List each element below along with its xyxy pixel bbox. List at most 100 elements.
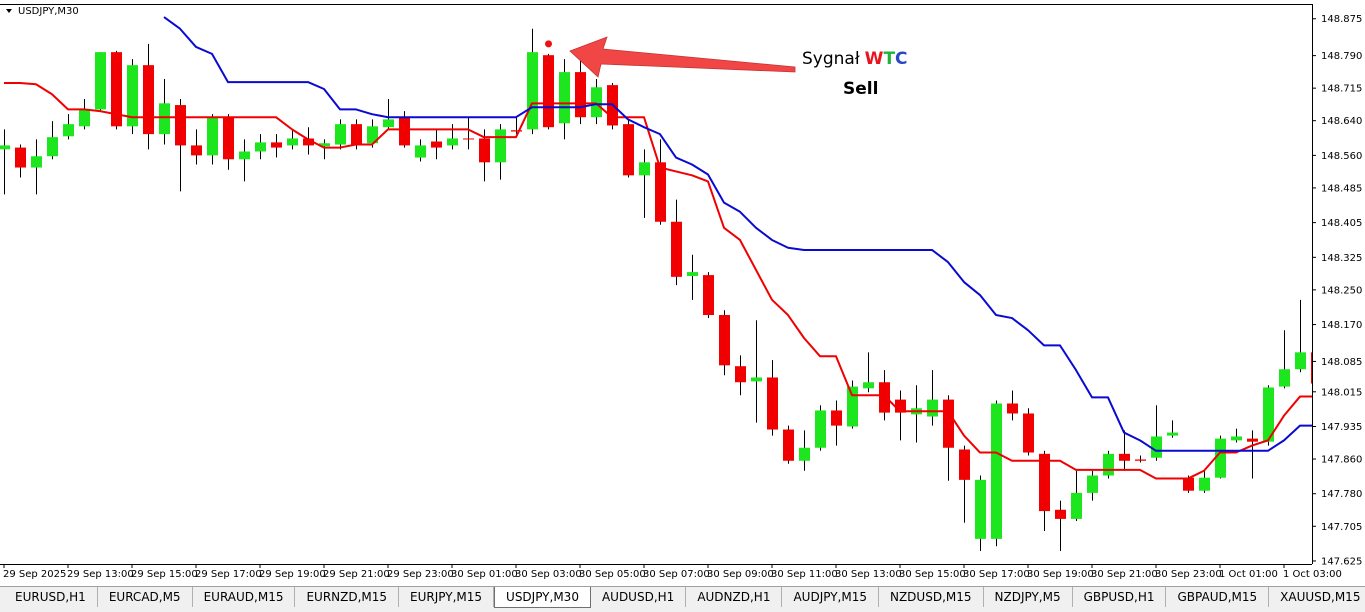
candle-body: [927, 399, 938, 417]
symbol-tab[interactable]: NZDJPY,M5: [984, 587, 1073, 607]
candle-body: [1199, 477, 1210, 491]
indicator-line: [4, 81, 1312, 480]
plot-area: [0, 16, 1312, 551]
chart-title: USDJPY,M30: [18, 6, 79, 17]
candle-body: [15, 147, 26, 168]
candle-body: [287, 138, 298, 146]
symbol-tab[interactable]: EURAUD,M15: [193, 587, 296, 607]
indicator-line: [163, 16, 1312, 452]
annotation-letter: T: [883, 49, 895, 69]
candle-body: [559, 72, 570, 124]
candle-body: [895, 399, 906, 413]
candle-body: [415, 145, 426, 158]
x-tick-label: 1 Oct 03:00: [1283, 569, 1342, 580]
candle-body: [0, 145, 10, 150]
candle-body: [175, 105, 186, 146]
candle-body: [1023, 413, 1034, 453]
symbol-tab[interactable]: AUDNZD,H1: [686, 587, 783, 607]
symbol-tab[interactable]: GBPAUD,M15: [1166, 587, 1270, 607]
candle-body: [863, 382, 874, 389]
symbol-tab[interactable]: EURUSD,H1: [4, 587, 98, 607]
candle-body: [1311, 352, 1312, 384]
candle-body: [127, 65, 138, 127]
y-tick-label: 147.860: [1321, 455, 1362, 466]
candle-body: [975, 479, 986, 539]
candle-body: [1151, 436, 1162, 458]
candle-body: [1279, 369, 1290, 387]
candle-body: [511, 130, 522, 132]
symbol-tab[interactable]: EURJPY,M15: [399, 587, 495, 607]
symbol-menu-icon: [6, 9, 12, 13]
x-tick-label: 30 Sep 17:00: [963, 569, 1030, 580]
candle-body: [463, 138, 474, 140]
candle-body: [879, 382, 890, 413]
x-tick-label: 30 Sep 01:00: [451, 569, 518, 580]
symbol-tab[interactable]: AUDUSD,H1: [591, 587, 687, 607]
y-tick-label: 148.325: [1321, 253, 1362, 264]
annotation-letter: C: [895, 49, 907, 69]
candle-body: [1071, 492, 1082, 519]
x-tick-label: 30 Sep 13:00: [835, 569, 902, 580]
candle-body: [1295, 352, 1306, 370]
y-tick-label: 148.250: [1321, 285, 1362, 296]
candle-body: [79, 109, 90, 127]
symbol-tab[interactable]: NZDUSD,M15: [879, 587, 984, 607]
symbol-tab[interactable]: USDJPY,M30: [494, 587, 591, 608]
candle-body: [1135, 459, 1146, 461]
candle-body: [479, 138, 490, 163]
candle-body: [671, 221, 682, 277]
x-tick-label: 30 Sep 21:00: [1091, 569, 1158, 580]
candle-body: [751, 377, 762, 382]
candle-body: [207, 117, 218, 156]
y-tick-label: 148.170: [1321, 320, 1362, 331]
candle-body: [351, 124, 362, 145]
x-tick-label: 29 Sep 21:00: [323, 569, 390, 580]
y-tick-label: 147.705: [1321, 522, 1362, 533]
candle-body: [271, 142, 282, 148]
candle-body: [623, 124, 634, 176]
symbol-tab[interactable]: EURNZD,M15: [295, 587, 400, 607]
x-tick-label: 30 Sep 05:00: [579, 569, 646, 580]
x-tick-label: 30 Sep 23:00: [1155, 569, 1222, 580]
candle-body: [47, 137, 58, 157]
candle-body: [111, 52, 122, 127]
annotation-text: Sygnał WTC: [802, 49, 908, 69]
x-tick-label: 30 Sep 11:00: [771, 569, 838, 580]
candle-body: [735, 366, 746, 383]
candle-body: [367, 126, 378, 144]
candle-body: [943, 399, 954, 448]
x-tick-label: 29 Sep 17:00: [195, 569, 262, 580]
annotation-word: Sygnał: [802, 49, 860, 69]
y-tick-label: 148.560: [1321, 151, 1362, 162]
candle-body: [687, 272, 698, 276]
candle-body: [1007, 403, 1018, 414]
annotation-label: Sell: [843, 79, 878, 99]
candle-body: [1215, 438, 1226, 478]
candle-body: [1167, 432, 1178, 436]
candle-body: [31, 156, 42, 168]
y-tick-label: 148.015: [1321, 387, 1362, 398]
candle-body: [543, 55, 554, 128]
y-tick-label: 147.625: [1321, 556, 1362, 567]
x-tick-label: 30 Sep 07:00: [643, 569, 710, 580]
candle-body: [527, 52, 538, 130]
y-tick-label: 148.875: [1321, 14, 1362, 25]
symbol-tab[interactable]: GBPUSD,H1: [1073, 587, 1167, 607]
signal-dot: [545, 40, 552, 48]
symbol-tab[interactable]: AUDJPY,M15: [782, 587, 879, 607]
x-tick-label: 30 Sep 09:00: [707, 569, 774, 580]
x-tick-label: 29 Sep 2025: [3, 569, 66, 580]
candle-body: [767, 377, 778, 430]
symbol-tab[interactable]: XAUUSD,M15: [1269, 587, 1365, 607]
candle-body: [383, 119, 394, 128]
x-tick-label: 29 Sep 13:00: [67, 569, 134, 580]
candle-body: [447, 138, 458, 146]
x-tick-label: 30 Sep 15:00: [899, 569, 966, 580]
candle-body: [143, 65, 154, 135]
candle-body: [1263, 387, 1274, 442]
annotation-letter: W: [865, 49, 884, 69]
candle-body: [223, 117, 234, 160]
candle-body: [639, 162, 650, 176]
candle-body: [815, 410, 826, 448]
symbol-tab[interactable]: EURCAD,M5: [98, 587, 193, 607]
